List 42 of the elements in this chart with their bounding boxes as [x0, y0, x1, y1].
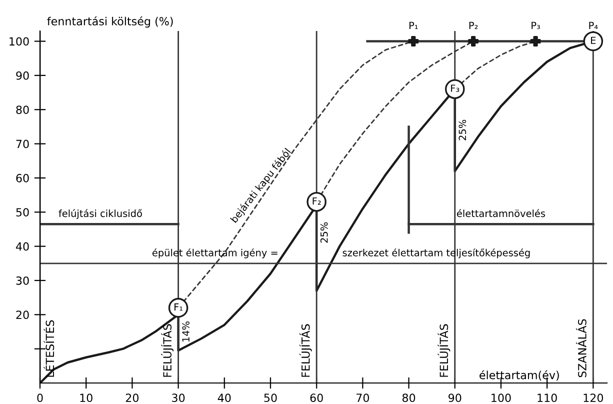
- annotation: E: [591, 36, 596, 44]
- annotation: P₂: [469, 22, 478, 30]
- ref-line-label: FELÚJÍTÁS: [438, 324, 450, 377]
- y-tick-label: 30: [16, 276, 29, 285]
- x-tick-label: 80: [402, 394, 416, 402]
- y-tick-label: 40: [16, 242, 29, 251]
- annotation: 14%: [182, 321, 190, 342]
- annotation: P₃: [532, 22, 540, 30]
- y-tick-label: 20: [16, 310, 29, 320]
- annotation: F₃: [451, 84, 460, 92]
- ref-line-label: FELÚJÍTÁS: [299, 324, 312, 377]
- annotation: P₄: [589, 22, 598, 30]
- ref-line-label: FELÚJÍTÁS: [161, 324, 174, 377]
- annotation: F₂: [312, 197, 321, 205]
- x-tick-label: 120: [584, 394, 604, 402]
- annotation: 25%: [320, 222, 328, 243]
- x-tick-label: 50: [264, 394, 277, 402]
- y-tick-label: 50: [16, 208, 29, 217]
- annotation: 25%: [458, 120, 466, 140]
- y-tick-label: 100: [10, 37, 29, 46]
- x-tick-label: 100: [492, 394, 511, 402]
- x-tick-label: 60: [310, 394, 323, 402]
- y-axis-title: fenntartási költség (%): [47, 16, 173, 28]
- x-tick-label: 70: [356, 394, 370, 402]
- annotation: élettartamnövelés: [456, 209, 546, 218]
- y-tick-label: 60: [16, 174, 29, 182]
- annotation: F₁: [174, 303, 183, 311]
- y-tick-label: 90: [16, 71, 29, 80]
- x-tick-label: 90: [448, 394, 462, 402]
- x-tick-label: 110: [538, 394, 557, 402]
- annotation: felújtási ciklusidő: [58, 209, 142, 219]
- x-tick-label: 30: [172, 394, 185, 402]
- x-tick-label: 10: [80, 394, 92, 402]
- ref-line-label: SZANÁLÁS: [576, 319, 586, 378]
- x-tick-label: 0: [37, 394, 43, 402]
- x-axis-title: élettartam(év): [480, 370, 559, 381]
- x-tick-label: 20: [126, 394, 139, 402]
- ref-line-label: LÉTESÍTÉS: [44, 320, 54, 377]
- x-tick-label: 40: [218, 394, 231, 402]
- y-tick-label: 70: [16, 140, 29, 148]
- y-tick-label: 80: [16, 106, 29, 114]
- annotation: P₁: [409, 22, 418, 30]
